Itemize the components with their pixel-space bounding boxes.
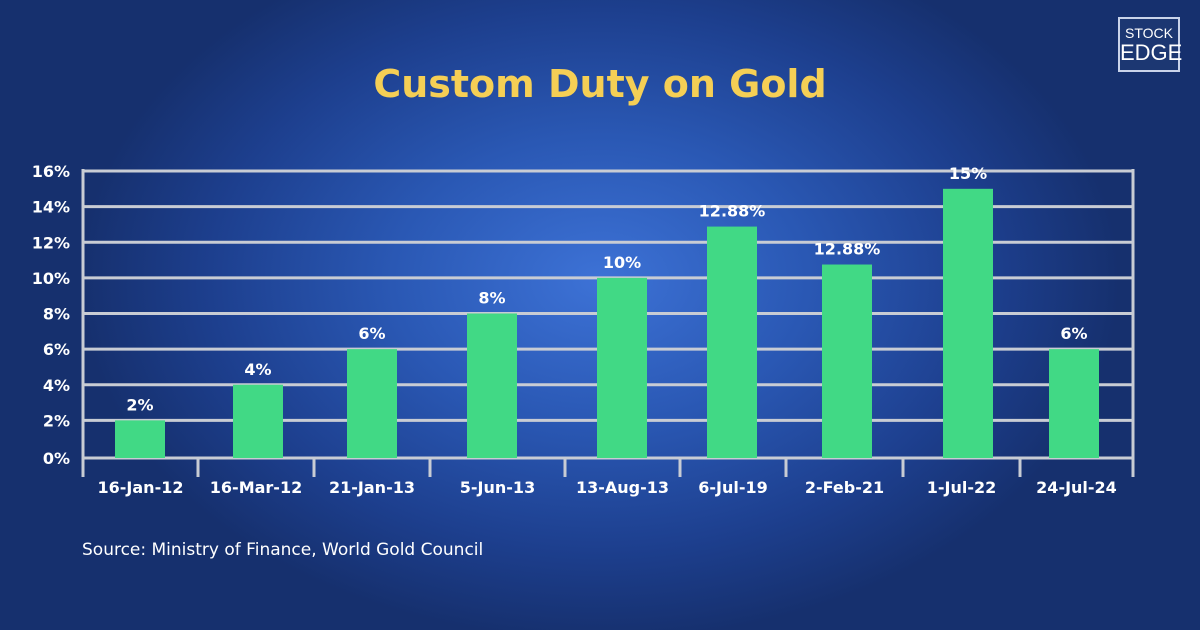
data-label: 8% [478,289,505,308]
logo-line-2: EDGE [1120,40,1183,65]
y-tick-label: 4% [43,376,70,395]
bar [597,277,647,458]
bar [822,264,872,458]
y-tick-label: 2% [43,411,70,430]
x-tick-label: 16-Mar-12 [210,478,302,497]
data-label: 6% [358,324,385,343]
bar [707,226,757,458]
x-tick-label: 21-Jan-13 [329,478,415,497]
x-tick-label: 2-Feb-21 [805,478,884,497]
x-tick-label: 24-Jul-24 [1036,478,1117,497]
data-label: 4% [244,360,271,379]
y-tick-label: 16% [32,162,70,181]
stockedge-logo: STOCK EDGE [1118,17,1183,72]
bar [1049,349,1099,458]
data-label: 15% [949,164,987,183]
y-tick-label: 0% [43,449,70,468]
data-label: 6% [1060,324,1087,343]
source-note: Source: Ministry of Finance, World Gold … [82,540,484,560]
y-tick-label: 12% [32,233,70,252]
bar [233,384,283,458]
data-label: 2% [126,395,153,414]
x-tick-label: 6-Jul-19 [698,478,768,497]
logo-line-1: STOCK [1125,25,1173,41]
x-tick-label: 13-Aug-13 [576,478,669,497]
y-tick-label: 10% [32,269,70,288]
data-label: 10% [603,253,641,272]
chart-title: Custom Duty on Gold [373,62,827,106]
y-tick-label: 6% [43,340,70,359]
x-tick-label: 1-Jul-22 [927,478,997,497]
y-tick-label: 14% [32,198,70,217]
x-tick-label: 16-Jan-12 [98,478,184,497]
y-tick-label: 8% [43,305,70,324]
bar [467,313,517,458]
data-label: 12.88% [814,240,881,259]
data-label: 12.88% [699,202,766,221]
x-tick-label: 5-Jun-13 [460,478,535,497]
bar [115,420,165,458]
bar [347,349,397,458]
bar [943,188,993,458]
